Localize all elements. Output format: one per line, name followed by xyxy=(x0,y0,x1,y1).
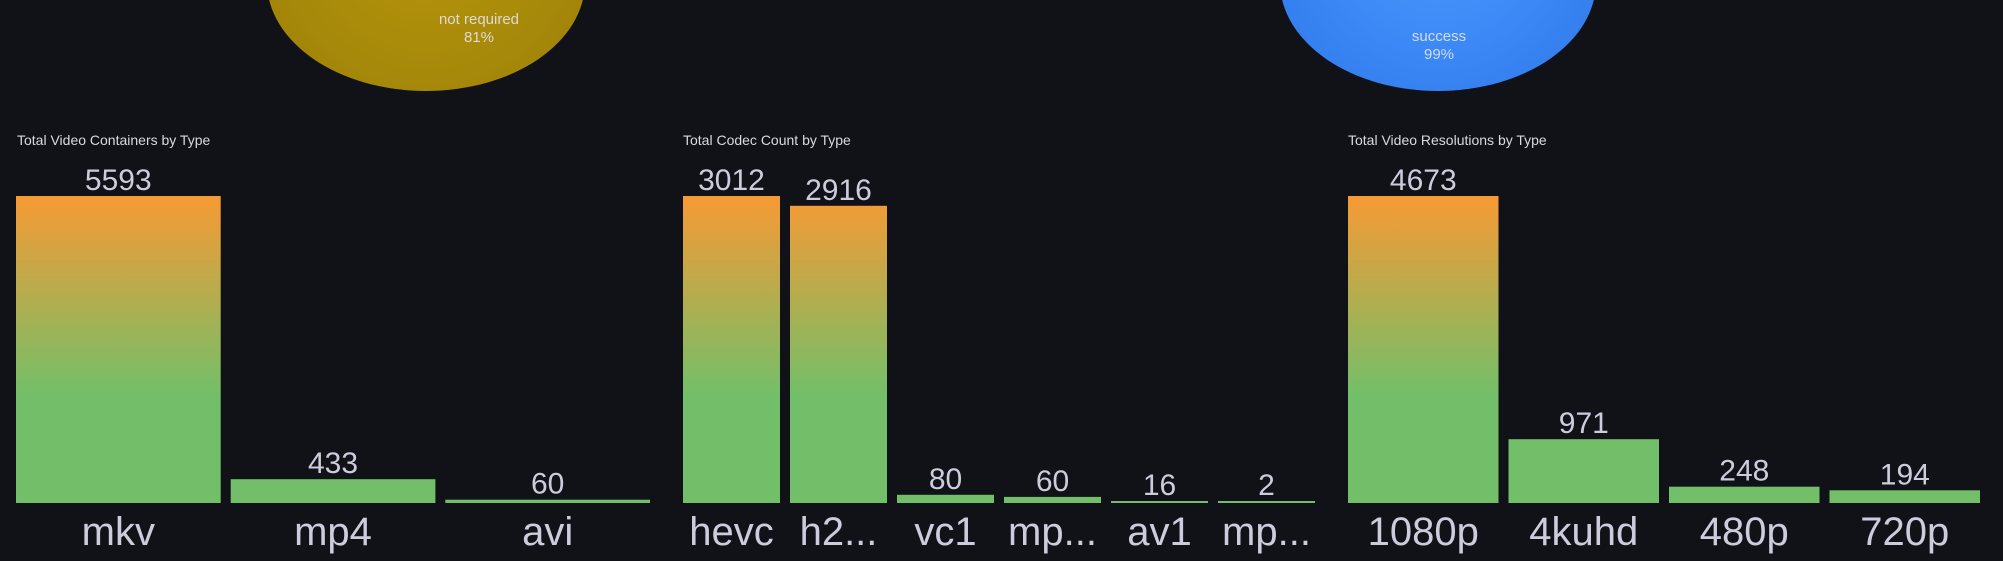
bar-hevc-0[interactable] xyxy=(683,196,780,503)
containers-panel-title: Total Video Containers by Type xyxy=(17,132,211,148)
value-label-4kuhd-1: 971 xyxy=(1559,407,1609,440)
category-label-720p-3: 720p xyxy=(1860,510,1949,554)
bar-1080p-0[interactable] xyxy=(1348,196,1499,503)
category-label-1080p-0: 1080p xyxy=(1368,510,1479,554)
bar-chart-1: 5593 mkv 433 mp4 60 avi xyxy=(16,164,650,554)
bar-480p-2[interactable] xyxy=(1669,486,1820,503)
category-label-mp-5: mp... xyxy=(1222,510,1311,554)
value-label-mp4-1: 433 xyxy=(308,447,358,480)
bar-mp-3[interactable] xyxy=(1004,496,1101,503)
value-label-1080p-0: 4673 xyxy=(1390,164,1457,197)
resolutions-panel-title: Total Video Resolutions by Type xyxy=(1348,132,1547,148)
value-label-480p-2: 248 xyxy=(1719,455,1769,488)
category-label-vc1-2: vc1 xyxy=(914,510,976,554)
value-label-av1-4: 16 xyxy=(1143,469,1176,502)
bar-av1-4[interactable] xyxy=(1111,501,1208,503)
pie-right-slice-value: 99% xyxy=(1423,46,1455,63)
bar-avi-2[interactable] xyxy=(445,499,650,503)
bar-chart-2: 3012 hevc 2916 h2... 80 vc1 60 mp... 16 av1 2 mp... xyxy=(683,164,1315,554)
value-label-mp-3: 60 xyxy=(1036,465,1069,498)
category-label-4kuhd-1: 4kuhd xyxy=(1529,510,1638,554)
bar-h2-1[interactable] xyxy=(790,205,887,504)
value-label-hevc-0: 3012 xyxy=(698,164,765,197)
pie-right-slice-name: success xyxy=(1411,28,1467,45)
category-label-h2-1: h2... xyxy=(800,510,878,554)
pie-left-slice-value: 81% xyxy=(463,29,495,46)
value-label-720p-3: 194 xyxy=(1880,458,1930,491)
value-label-mp-5: 2 xyxy=(1258,469,1275,502)
bar-vc1-2[interactable] xyxy=(897,494,994,503)
category-label-av1-4: av1 xyxy=(1127,510,1192,554)
category-label-480p-2: 480p xyxy=(1700,510,1789,554)
bar-mkv-0[interactable] xyxy=(16,196,221,503)
value-label-vc1-2: 80 xyxy=(929,463,962,496)
codecs-panel-title: Total Codec Count by Type xyxy=(683,132,851,148)
bar-mp4-1[interactable] xyxy=(230,479,436,503)
bar-4kuhd-1[interactable] xyxy=(1508,439,1660,503)
category-label-mp-3: mp... xyxy=(1008,510,1097,554)
pie-left-label: not required 81% xyxy=(399,11,559,47)
value-label-h2-1: 2916 xyxy=(805,174,872,207)
bar-mp-5[interactable] xyxy=(1218,501,1315,503)
bar-720p-3[interactable] xyxy=(1829,490,1981,503)
category-label-avi-2: avi xyxy=(522,510,573,554)
pie-left-slice-name: not required xyxy=(438,11,520,28)
category-label-mp4-1: mp4 xyxy=(294,510,372,554)
bar-chart-3: 4673 1080p 971 4kuhd 248 480p 194 720p xyxy=(1348,164,1980,554)
pie-right-label: success 99% xyxy=(1359,28,1519,64)
value-label-mkv-0: 5593 xyxy=(85,164,152,197)
category-label-hevc-0: hevc xyxy=(689,510,774,554)
category-label-mkv-0: mkv xyxy=(82,510,155,554)
value-label-avi-2: 60 xyxy=(531,468,564,501)
